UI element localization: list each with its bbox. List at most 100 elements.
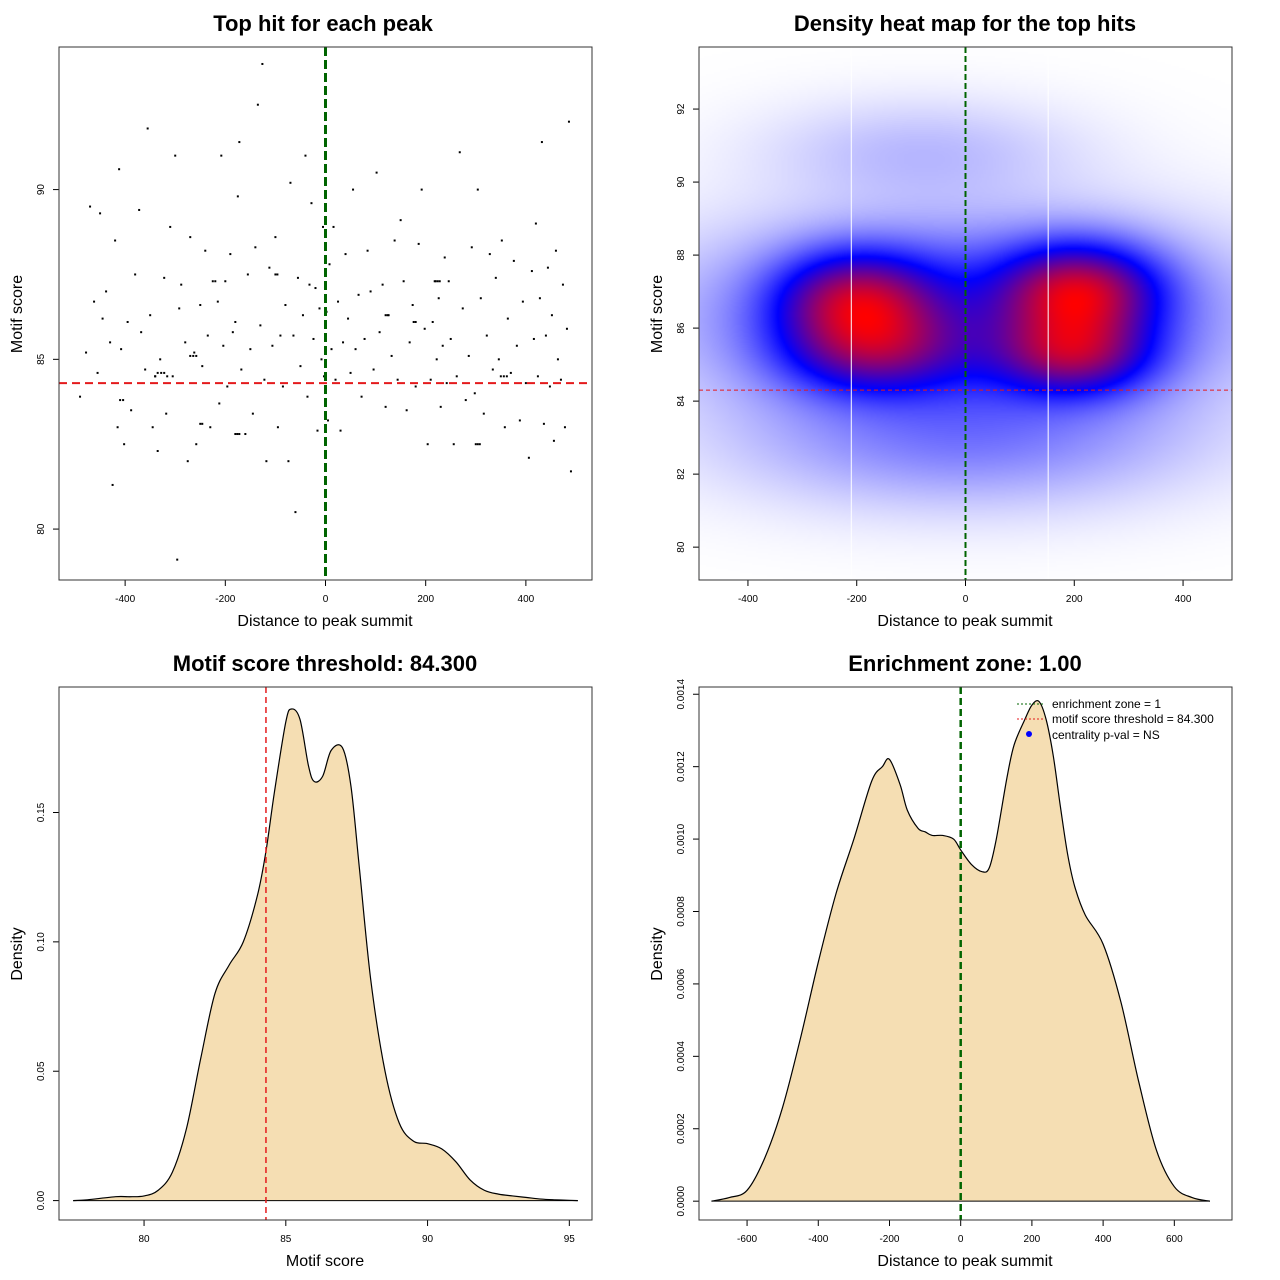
scatter-point <box>405 409 408 412</box>
scatter-point <box>301 314 304 317</box>
scatter-point <box>447 280 450 283</box>
scatter-point <box>561 283 564 286</box>
scatter-point <box>540 141 543 144</box>
scatter-point <box>101 317 104 320</box>
scatter-point <box>123 443 126 446</box>
scatter-point <box>482 412 485 415</box>
scatter-point <box>381 283 384 286</box>
scatter-point <box>502 375 505 378</box>
scatter-point <box>122 399 125 402</box>
scatter-point <box>265 460 268 463</box>
heatmap-reference-lines <box>699 47 1232 580</box>
scatter-point <box>316 429 319 432</box>
scatter-point <box>218 402 221 405</box>
score-density-title: Motif score threshold: 84.300 <box>173 651 477 676</box>
scatter-point <box>178 307 181 310</box>
scatter-point <box>308 283 311 286</box>
scatter-point <box>234 433 237 436</box>
scatter-point <box>393 239 396 242</box>
scatter-point <box>411 304 414 307</box>
scatter-point <box>546 266 549 269</box>
scatter-axes: -400 -200 0 200 400 80 85 90 <box>36 184 535 605</box>
scatter-point <box>251 412 254 415</box>
scatter-point <box>360 395 363 398</box>
scatter-point <box>259 324 262 327</box>
scatter-point <box>231 331 234 334</box>
scatter-point <box>476 188 479 191</box>
scatter-point <box>512 259 515 262</box>
scatter-point <box>199 422 202 425</box>
scatter-point <box>420 188 423 191</box>
x-tick-label: 85 <box>280 1234 292 1245</box>
scatter-point <box>318 307 321 310</box>
scatter-point <box>287 460 290 463</box>
scatter-point <box>165 412 168 415</box>
scatter-point <box>226 385 229 388</box>
scatter-point <box>396 378 399 381</box>
scatter-point <box>279 334 282 337</box>
scatter-point <box>180 283 183 286</box>
scatter-point <box>89 205 92 208</box>
scatter-point <box>193 351 196 354</box>
x-tick-label: 600 <box>1166 1234 1183 1245</box>
scatter-point <box>339 429 342 432</box>
y-tick-label: 85 <box>36 353 47 365</box>
scatter-point <box>434 280 437 283</box>
heatmap-y-label: Motif score <box>649 275 666 353</box>
scatter-point <box>204 249 207 252</box>
x-tick-label: 200 <box>417 594 434 605</box>
scatter-point <box>332 225 335 228</box>
scatter-point <box>144 368 147 371</box>
scatter-point <box>423 327 426 330</box>
scatter-point <box>538 297 541 300</box>
scatter-point <box>105 290 108 293</box>
scatter-point <box>548 385 551 388</box>
scatter-point <box>390 354 393 357</box>
scatter-x-label: Distance to peak summit <box>237 613 413 630</box>
x-tick-label: -600 <box>737 1234 757 1245</box>
x-tick-label: 0 <box>963 594 969 605</box>
scatter-point <box>429 378 432 381</box>
scatter-point <box>176 558 179 561</box>
scatter-point <box>524 382 527 385</box>
heatmap-x-label: Distance to peak summit <box>877 613 1053 630</box>
x-tick-label: -400 <box>808 1234 828 1245</box>
scatter-point <box>387 314 390 317</box>
scatter-point <box>366 249 369 252</box>
scatter-point <box>330 348 333 351</box>
scatter-point <box>201 365 204 368</box>
heatmap-axes: -400 -200 0 200 400 80 82 84 86 88 90 92 <box>676 103 1192 605</box>
y-tick-label: 0.0010 <box>676 823 687 854</box>
scatter-point <box>276 273 279 276</box>
scatter-point <box>156 449 159 452</box>
scatter-point <box>439 405 442 408</box>
scatter-point <box>478 443 481 446</box>
scatter-point <box>174 154 177 157</box>
scatter-point <box>399 219 402 222</box>
distance-density-legend: enrichment zone = 1 motif score threshol… <box>1017 697 1214 742</box>
distance-density-plot-frame <box>698 686 1233 1221</box>
scatter-point <box>261 62 264 65</box>
x-tick-label: -200 <box>847 594 867 605</box>
scatter-point <box>550 314 553 317</box>
scatter-point <box>130 409 133 412</box>
y-tick-label: 0.0012 <box>676 751 687 782</box>
density-line <box>73 708 578 1202</box>
scatter-point <box>238 141 241 144</box>
scatter-point <box>184 341 187 344</box>
scatter-point <box>310 202 313 205</box>
scatter-point <box>299 365 302 368</box>
scatter-point <box>321 225 324 228</box>
scatter-point <box>256 103 259 106</box>
scatter-point <box>491 368 494 371</box>
scatter-point <box>238 433 241 436</box>
scatter-point <box>220 154 223 157</box>
x-tick-label: 0 <box>958 1234 964 1245</box>
scatter-point <box>349 371 352 374</box>
scatter-point <box>431 320 434 323</box>
y-tick-label: 0.00 <box>36 1190 47 1210</box>
scatter-point <box>363 337 366 340</box>
density-area <box>73 708 578 1201</box>
heatmap-title: Density heat map for the top hits <box>794 11 1136 36</box>
